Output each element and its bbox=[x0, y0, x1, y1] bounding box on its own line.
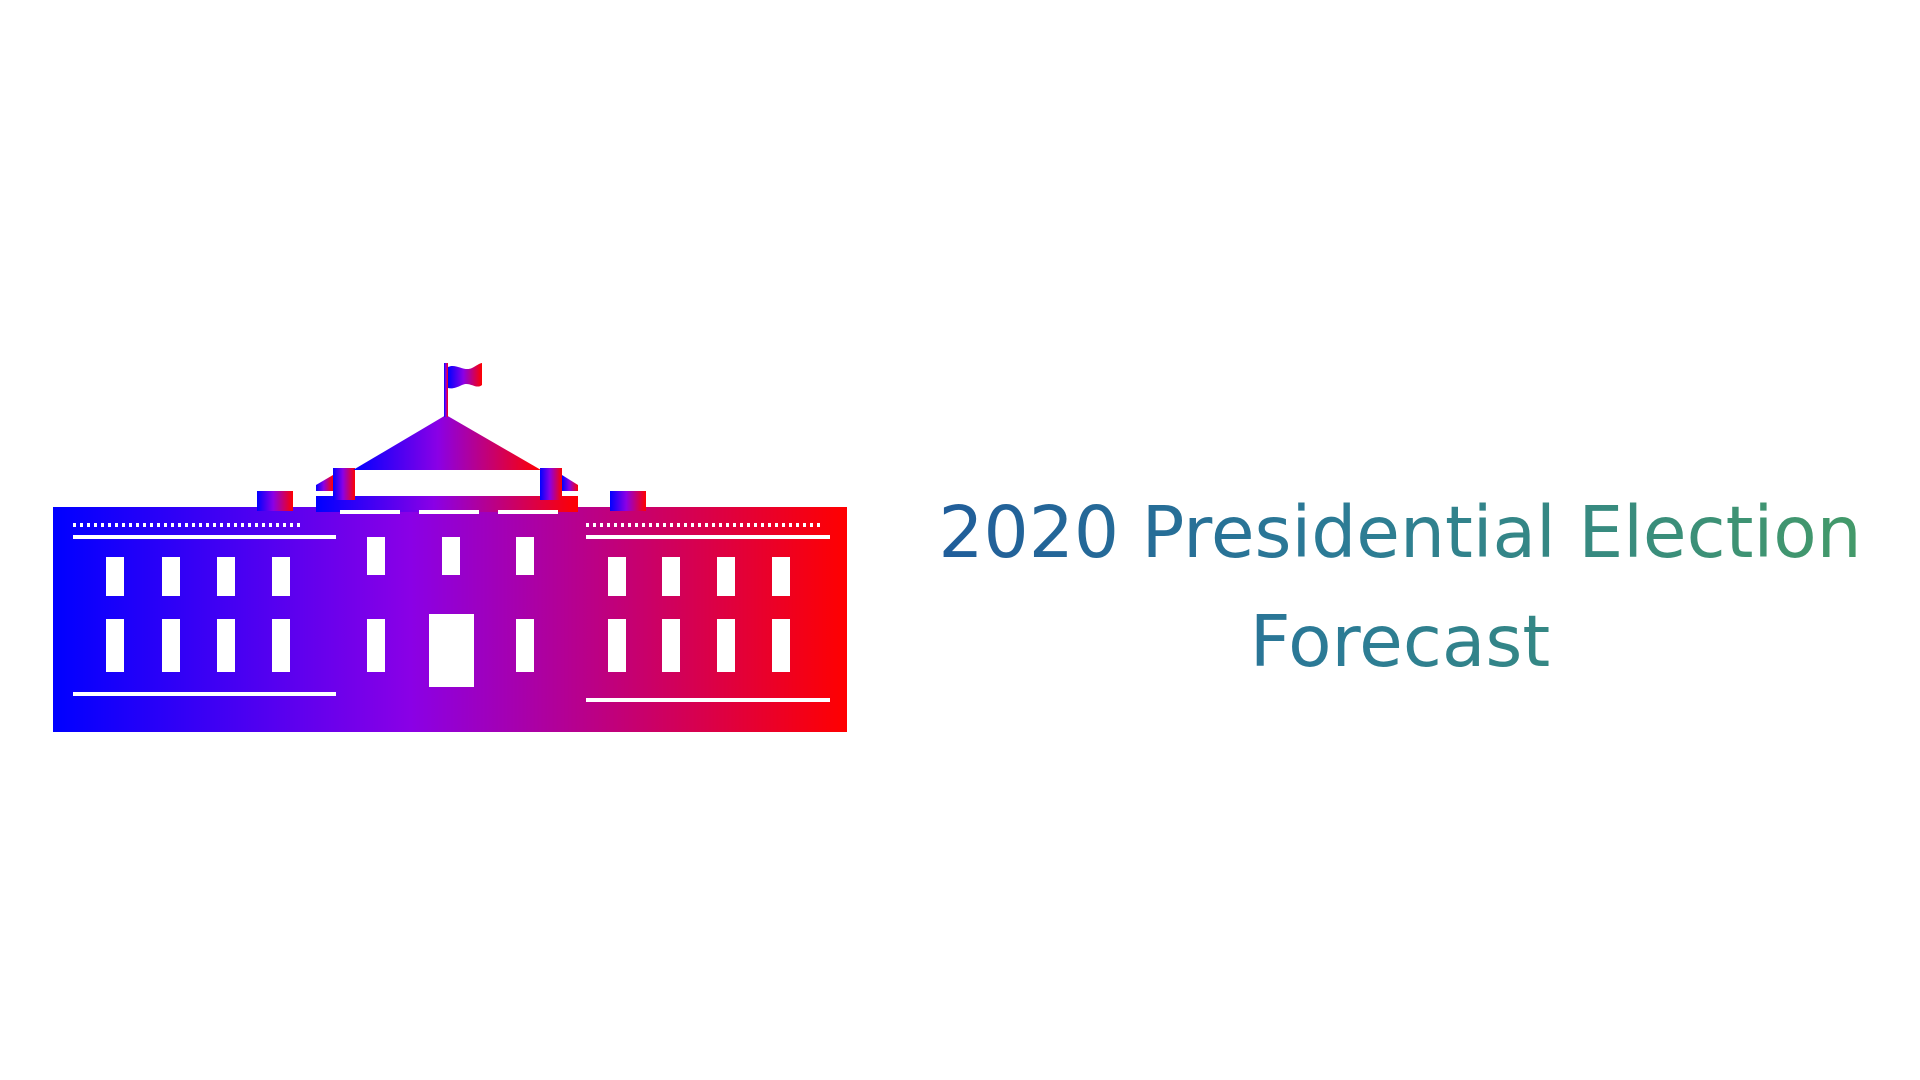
page-title: 2020 Presidential Election Forecast bbox=[900, 478, 1900, 696]
title-line-2: Forecast bbox=[1249, 600, 1551, 683]
title-line-1: 2020 Presidential Election bbox=[938, 491, 1862, 574]
white-house-icon bbox=[53, 363, 847, 732]
